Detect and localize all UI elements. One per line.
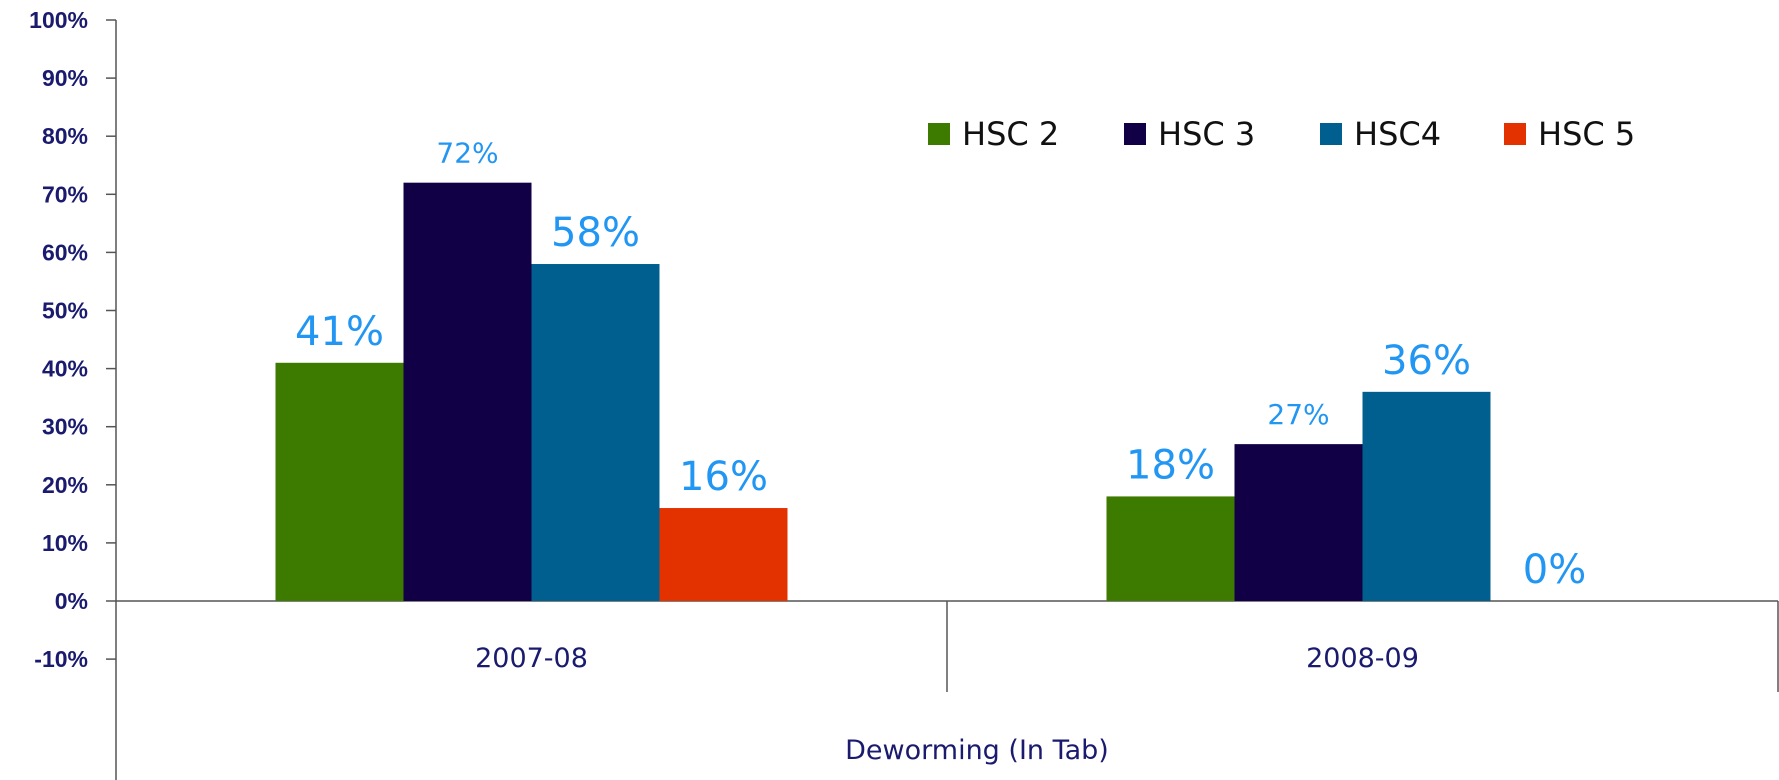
bar	[1362, 391, 1491, 601]
y-tick-label: 30%	[42, 414, 88, 440]
data-label: 0%	[1523, 547, 1586, 593]
y-tick-label: 50%	[42, 298, 88, 324]
bar	[659, 508, 788, 601]
legend: HSC 2 HSC 3 HSC4 HSC 5	[928, 115, 1635, 153]
bar	[275, 362, 404, 601]
legend-label: HSC 3	[1158, 115, 1255, 153]
legend-label: HSC 2	[962, 115, 1059, 153]
bar	[531, 264, 660, 601]
y-tick-label: 100%	[29, 7, 88, 33]
data-label: 41%	[295, 309, 384, 355]
legend-label: HSC 5	[1538, 115, 1635, 153]
axes: -10% 0% 10% 20% 30% 40% 50% 60% 70% 80% 90% 100% 200…	[29, 7, 1779, 780]
data-label: 18%	[1126, 442, 1215, 488]
bar	[1106, 496, 1235, 601]
bars	[275, 182, 1491, 601]
bar	[403, 182, 532, 601]
legend-swatch	[1124, 123, 1146, 145]
y-tick-label: 0%	[55, 588, 88, 614]
y-tick-label: 80%	[42, 123, 88, 149]
y-tick-label: 10%	[42, 530, 88, 556]
legend-swatch	[1504, 123, 1526, 145]
data-labels: 41% 72% 58% 16% 18% 27% 36% 0%	[295, 137, 1586, 593]
x-category-label: 2008-09	[1306, 643, 1419, 674]
legend-label: HSC4	[1354, 115, 1441, 153]
data-label: 58%	[551, 210, 640, 256]
data-label: 36%	[1382, 338, 1471, 384]
y-tick-label: 70%	[42, 181, 88, 207]
y-tick-label: 20%	[42, 472, 88, 498]
y-tick-label: 90%	[42, 65, 88, 91]
group-axis-label: Deworming (In Tab)	[845, 735, 1109, 766]
bar	[1234, 444, 1363, 601]
data-label: 72%	[436, 137, 498, 170]
legend-swatch	[1320, 123, 1342, 145]
data-label: 16%	[679, 454, 768, 500]
legend-swatch	[928, 123, 950, 145]
data-label: 27%	[1267, 398, 1329, 431]
y-tick-label: -10%	[34, 646, 88, 672]
x-category-label: 2007-08	[475, 643, 588, 674]
y-tick-label: 60%	[42, 239, 88, 265]
y-tick-label: 40%	[42, 356, 88, 382]
